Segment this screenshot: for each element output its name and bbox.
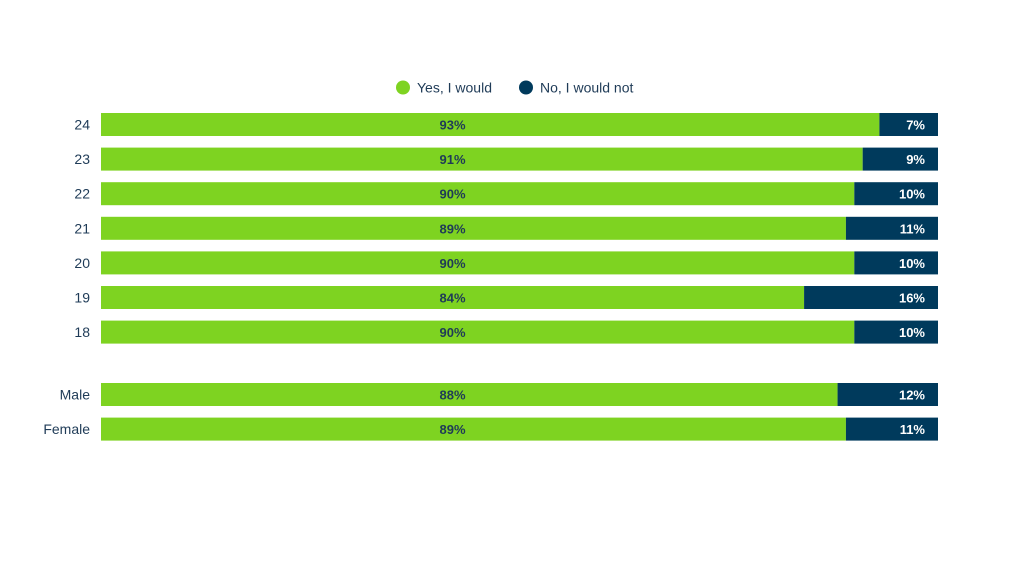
bar-segment-no-i-would-not (862, 147, 938, 171)
value-label-no-i-would-not: 9% (906, 152, 925, 167)
category-label: 21 (74, 220, 90, 236)
bar-row-22: 22 90% 10% (74, 182, 938, 206)
bar-segment-no-i-would-not (837, 383, 938, 406)
value-label-yes-i-would: 88% (440, 388, 466, 403)
bar-segment-yes-i-would (101, 383, 838, 406)
bar-segment-yes-i-would (101, 286, 805, 309)
category-label: 18 (74, 324, 90, 340)
value-label-yes-i-would: 91% (440, 152, 466, 167)
category-label: 24 (74, 117, 90, 133)
legend-marker-no-i-would-not (519, 80, 533, 95)
value-label-yes-i-would: 84% (440, 291, 466, 306)
bar-segment-yes-i-would (101, 147, 863, 171)
value-label-yes-i-would: 93% (440, 118, 466, 133)
value-label-no-i-would-not: 16% (899, 291, 925, 306)
value-label-yes-i-would: 90% (440, 187, 466, 202)
category-label: 20 (74, 255, 90, 271)
category-label: 22 (74, 186, 90, 202)
bar-segment-yes-i-would (101, 216, 846, 240)
bar-row-20: 20 90% 10% (74, 251, 938, 275)
bar-segment-yes-i-would (101, 251, 855, 275)
value-label-no-i-would-not: 11% (900, 221, 926, 236)
bar-segment-yes-i-would (101, 320, 855, 344)
value-label-yes-i-would: 89% (440, 221, 466, 236)
bar-segment-no-i-would-not (845, 216, 938, 240)
value-label-no-i-would-not: 12% (899, 388, 925, 403)
category-label: Female (43, 421, 90, 437)
bar-row-24: 24 93% 7% (74, 113, 938, 136)
legend: Yes, I would No, I would not (396, 80, 633, 96)
bars: 24 93% 7% 23 91% 9% 22 90% 10% 21 89% 11% 20 90% 10% 19… (43, 113, 938, 441)
value-label-no-i-would-not: 10% (899, 256, 925, 271)
bar-row-male: Male 88% 12% (60, 383, 938, 406)
value-label-no-i-would-not: 10% (899, 187, 925, 202)
value-label-yes-i-would: 90% (440, 325, 466, 340)
bar-segment-yes-i-would (101, 113, 880, 136)
bar-segment-no-i-would-not (804, 286, 938, 309)
bar-segment-no-i-would-not (879, 113, 938, 136)
category-label: 19 (74, 290, 90, 306)
value-label-no-i-would-not: 10% (899, 325, 925, 340)
category-label: Male (60, 387, 91, 403)
bar-segment-no-i-would-not (854, 182, 938, 206)
bar-segment-yes-i-would (101, 182, 855, 206)
bar-segment-yes-i-would (101, 417, 846, 441)
bar-row-female: Female 89% 11% (43, 417, 938, 441)
bar-row-23: 23 91% 9% (74, 147, 938, 171)
category-label: 23 (74, 151, 90, 167)
bar-row-18: 18 90% 10% (74, 320, 938, 344)
bar-segment-no-i-would-not (845, 417, 938, 441)
value-label-no-i-would-not: 11% (900, 422, 926, 437)
value-label-yes-i-would: 90% (440, 256, 466, 271)
bar-row-21: 21 89% 11% (74, 216, 938, 240)
value-label-no-i-would-not: 7% (906, 118, 925, 133)
bar-segment-no-i-would-not (854, 251, 938, 275)
value-label-yes-i-would: 89% (440, 422, 466, 437)
legend-marker-yes-i-would (396, 80, 410, 95)
legend-label-no-i-would-not: No, I would not (540, 80, 633, 96)
bar-row-19: 19 84% 16% (74, 286, 938, 309)
bar-segment-no-i-would-not (854, 320, 938, 344)
legend-label-yes-i-would: Yes, I would (417, 80, 492, 96)
